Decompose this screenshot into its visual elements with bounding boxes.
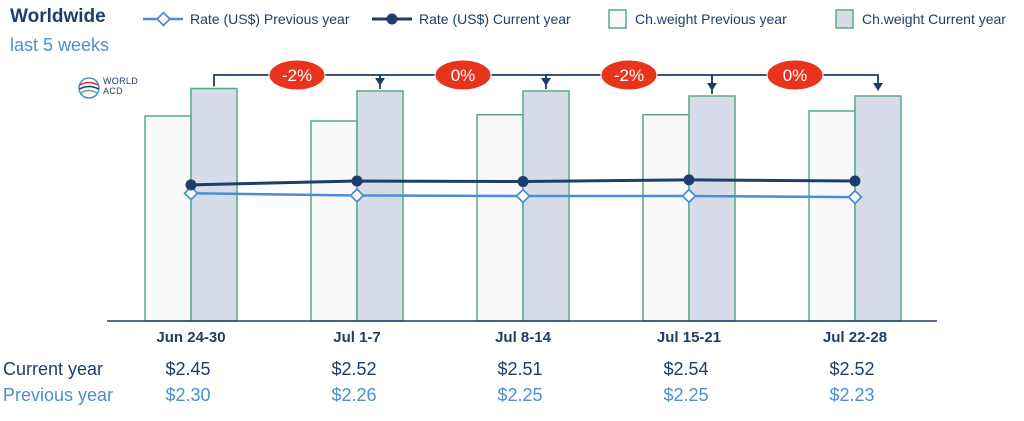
bar-chweight-previous-year — [476, 114, 524, 322]
legend-label: Rate (US$) Previous year — [190, 11, 350, 27]
legend-swatch-marker — [386, 13, 398, 25]
change-badge — [268, 59, 326, 91]
legend-label: Ch.weight Current year — [862, 11, 1006, 27]
globe-icon — [78, 77, 100, 99]
bar-chweight-current-year — [854, 95, 902, 322]
bar-chweight-current-year — [688, 95, 736, 322]
previous-year-value: $2.25 — [497, 385, 543, 405]
change-badge — [600, 59, 658, 91]
change-badge — [434, 59, 492, 91]
change-badge-label: -2% — [614, 66, 644, 85]
previous-year-value: $2.25 — [663, 385, 709, 405]
legend-swatch-marker — [155, 11, 172, 27]
x-tick-label: Jul 1-7 — [333, 329, 381, 346]
bar-chweight-previous-year — [144, 115, 192, 322]
legend-label: Ch.weight Previous year — [635, 11, 787, 27]
chart-subtitle: last 5 weeks — [10, 35, 110, 55]
x-tick-label: Jun 24-30 — [156, 329, 225, 346]
bar-chweight-current-year — [356, 90, 404, 322]
point-rate-current-year — [849, 175, 861, 187]
bar-chweight-previous-year — [808, 110, 856, 322]
chart-title: Worldwide — [10, 6, 106, 27]
change-badge — [766, 59, 824, 91]
x-tick-label: Jul 15-21 — [657, 329, 721, 346]
legend-swatch-bar — [608, 9, 627, 29]
point-rate-current-year — [351, 175, 363, 187]
current-year-label: Current year — [3, 359, 104, 379]
logo-text: WORLD ACD — [103, 76, 138, 96]
point-rate-previous-year — [847, 189, 863, 205]
x-tick-label: Jul 8-14 — [495, 329, 552, 346]
world-acd-logo: WORLD ACD — [77, 76, 157, 102]
change-badge-label: -2% — [282, 66, 312, 85]
point-rate-previous-year — [681, 188, 697, 204]
point-rate-previous-year — [515, 188, 531, 204]
legend-label: Rate (US$) Current year — [419, 11, 571, 27]
previous-year-value: $2.23 — [829, 385, 875, 405]
previous-year-value: $2.30 — [165, 385, 211, 405]
point-rate-current-year — [517, 176, 529, 188]
change-badge-label: 0% — [451, 66, 476, 85]
bar-chweight-previous-year — [642, 114, 690, 322]
change-badge-label: 0% — [783, 66, 808, 85]
current-year-value: $2.52 — [331, 359, 377, 379]
point-rate-current-year — [185, 179, 197, 191]
current-year-value: $2.45 — [165, 359, 211, 379]
previous-year-label: Previous year — [3, 385, 114, 405]
bar-chweight-current-year — [190, 87, 238, 322]
change-arrow-icon — [873, 83, 883, 91]
current-year-value: $2.51 — [497, 359, 543, 379]
current-year-value: $2.52 — [829, 359, 875, 379]
current-year-value: $2.54 — [663, 359, 709, 379]
x-tick-label: Jul 22-28 — [823, 329, 887, 346]
point-rate-previous-year — [349, 187, 365, 204]
bar-chweight-previous-year — [310, 120, 358, 322]
point-rate-current-year — [683, 174, 695, 186]
legend-swatch-bar — [835, 9, 854, 29]
previous-year-value: $2.26 — [331, 385, 377, 405]
bar-chweight-current-year — [522, 90, 570, 322]
point-rate-previous-year — [183, 185, 199, 201]
